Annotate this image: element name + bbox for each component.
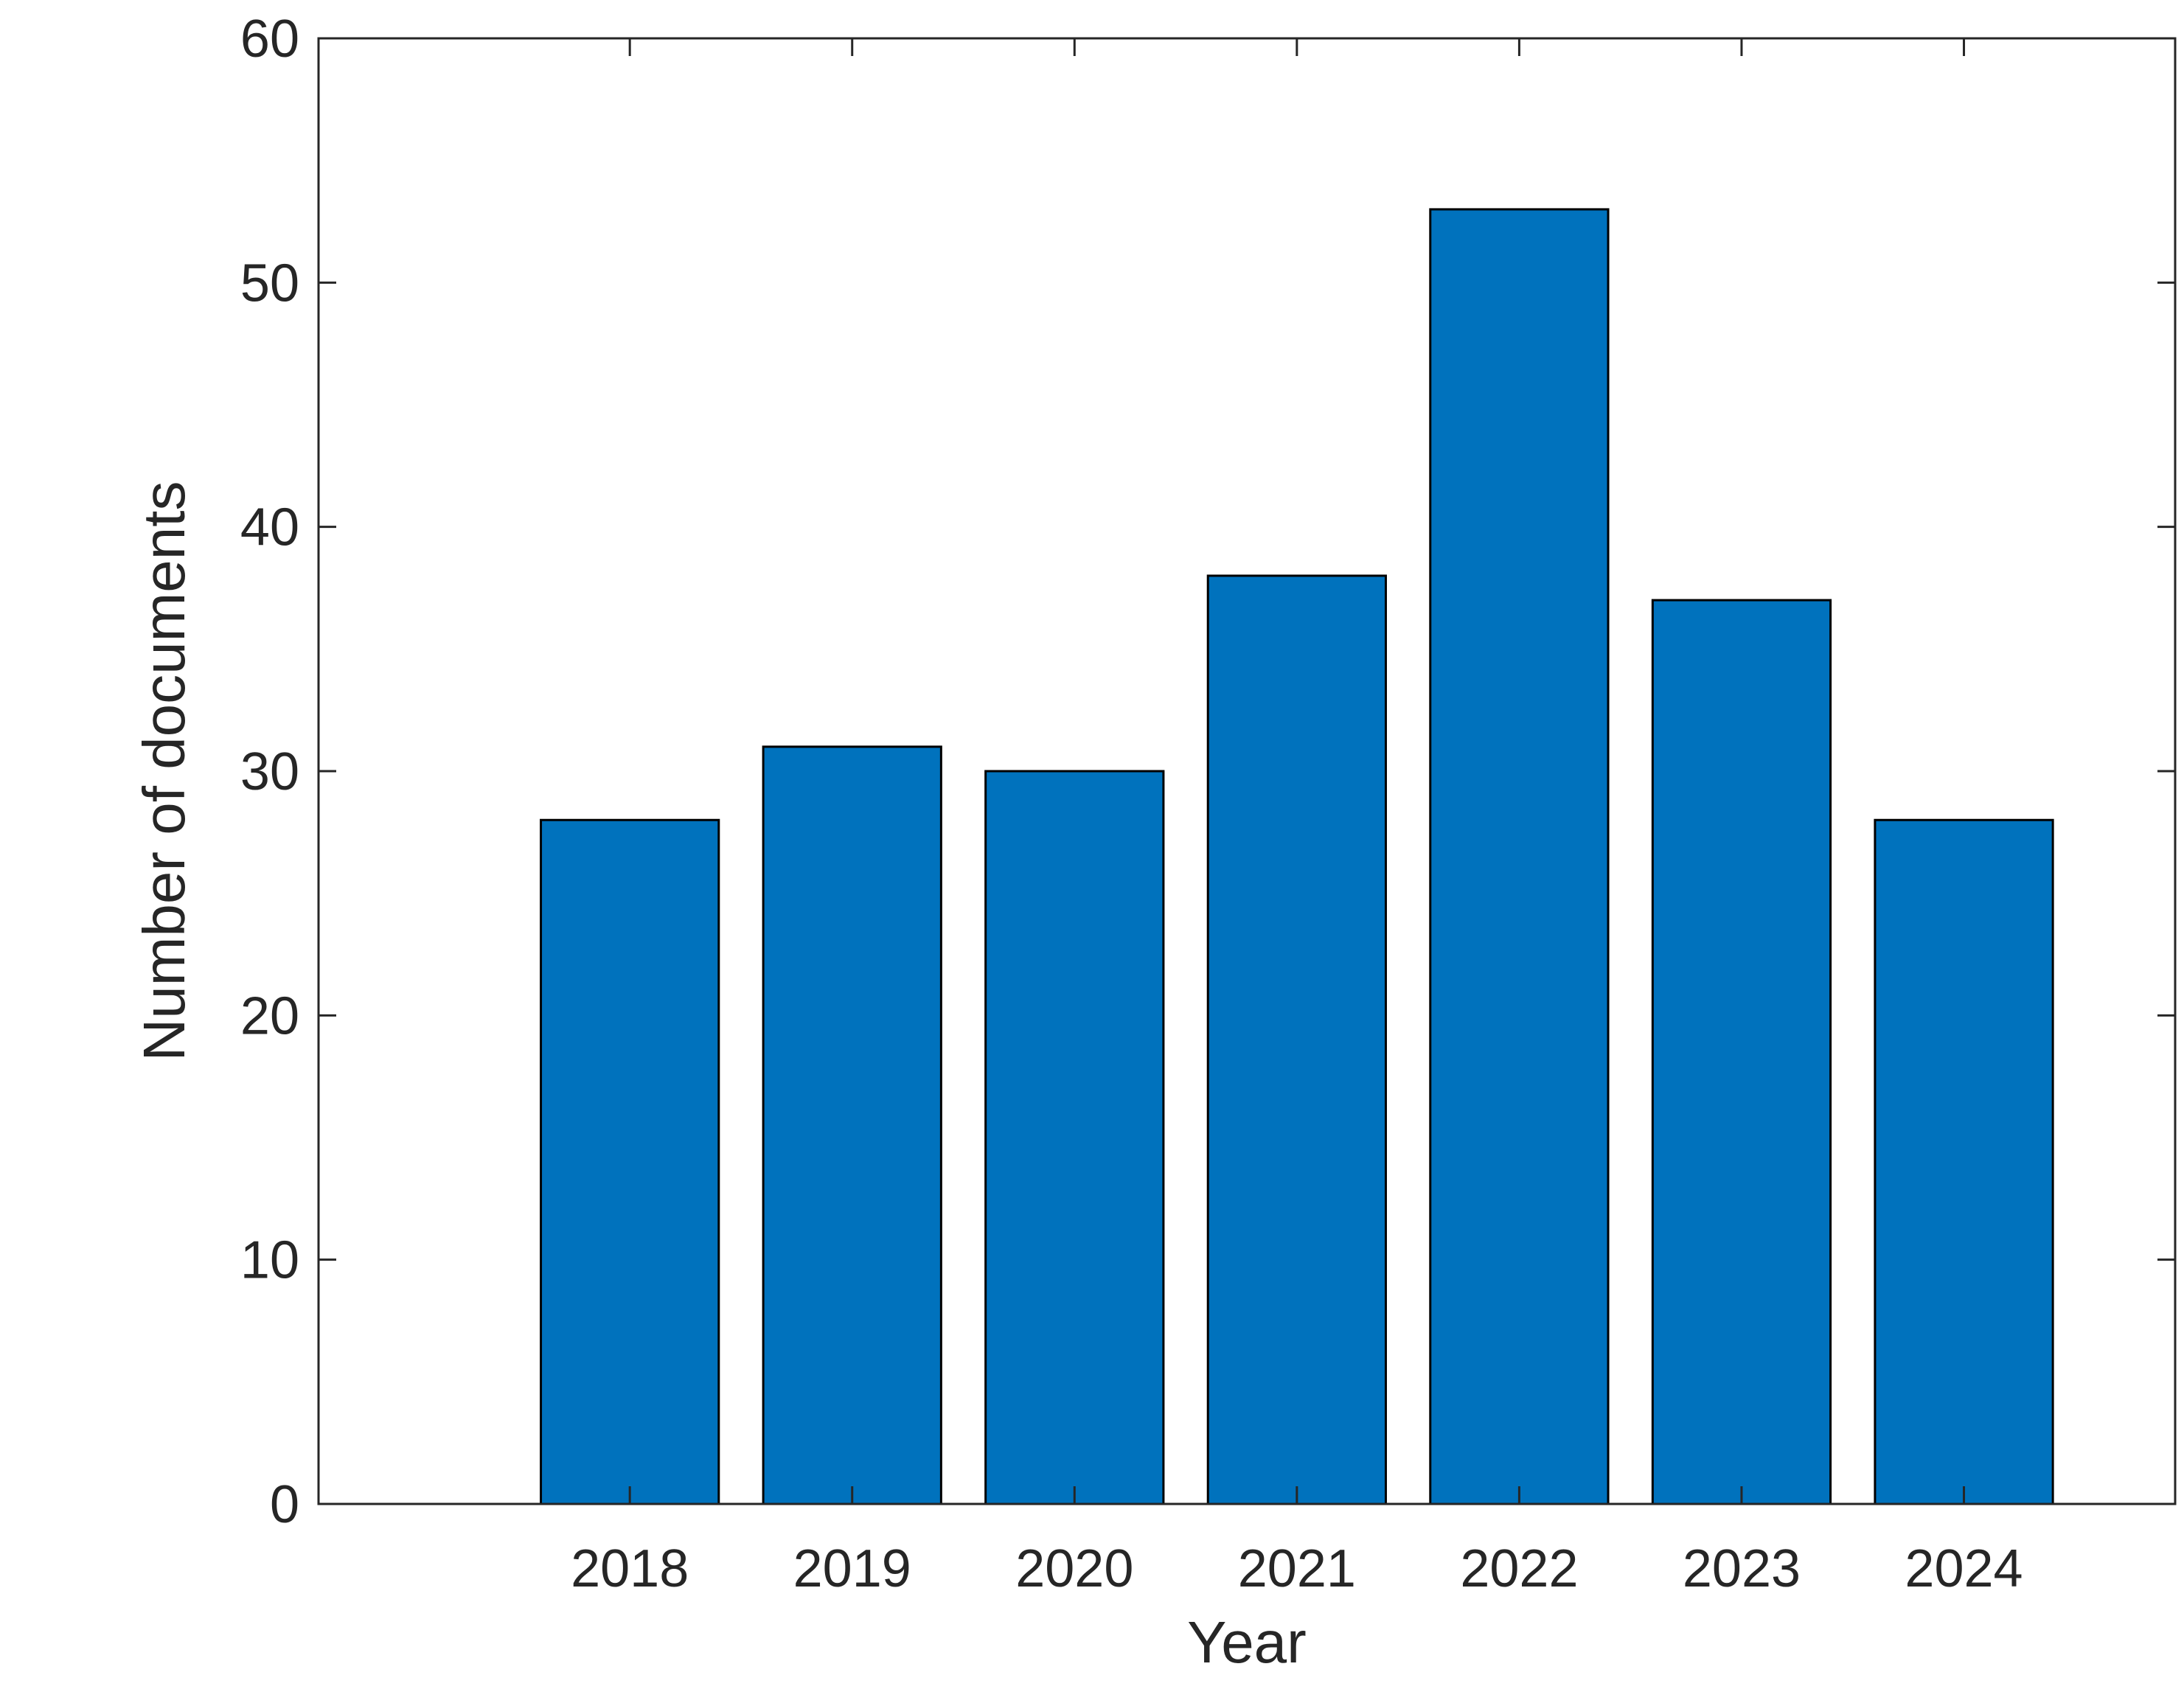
bar-2020 xyxy=(984,770,1165,1505)
y-axis-label: Number of documents xyxy=(131,481,197,1061)
x-tick-label-2021: 2021 xyxy=(1238,1539,1356,1598)
x-tick-label-2022: 2022 xyxy=(1460,1539,1578,1598)
y-tick-label: 30 xyxy=(240,742,299,801)
x-axis-label: Year xyxy=(1187,1609,1307,1675)
y-tick-label: 40 xyxy=(240,498,299,557)
x-tick-label-2020: 2020 xyxy=(1015,1539,1133,1598)
y-tick-label: 20 xyxy=(240,986,299,1045)
bar-2018 xyxy=(540,818,720,1505)
y-tick-label: 10 xyxy=(240,1231,299,1290)
ticks-group xyxy=(319,37,2175,1505)
bar-2022 xyxy=(1429,208,1610,1505)
y-tick-label: 50 xyxy=(240,254,299,313)
x-tick-label-2018: 2018 xyxy=(571,1539,689,1598)
tick-labels-group: 0 10 20 30 40 50 60 2018 2019 2020 2021 2022 2023 202… xyxy=(240,10,2023,1598)
y-tick-label: 0 xyxy=(270,1475,299,1534)
x-tick-label-2019: 2019 xyxy=(793,1539,911,1598)
bar-2024 xyxy=(1874,818,2054,1505)
x-tick-label-2023: 2023 xyxy=(1683,1539,1801,1598)
bar-2019 xyxy=(762,745,942,1505)
bars-group xyxy=(540,208,2054,1505)
y-tick-label: 60 xyxy=(240,10,299,69)
x-tick-label-2024: 2024 xyxy=(1905,1539,2023,1598)
bar-2021 xyxy=(1206,574,1387,1505)
bar-2023 xyxy=(1651,599,1832,1505)
